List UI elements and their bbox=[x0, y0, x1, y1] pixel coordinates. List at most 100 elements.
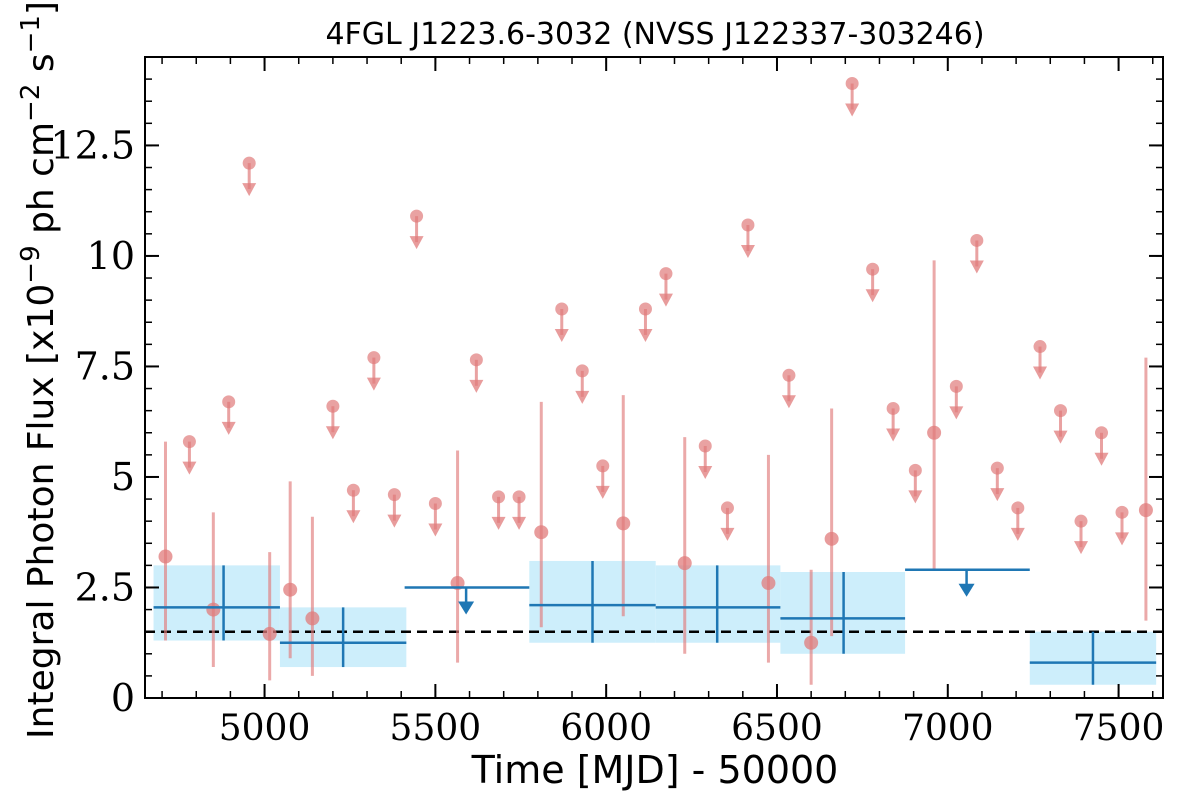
upper-limit-arrow bbox=[221, 421, 236, 435]
upper-limit-point bbox=[949, 379, 963, 393]
x-axis-label: Time [MJD] - 50000 bbox=[471, 748, 839, 792]
upper-limit-point bbox=[512, 490, 526, 504]
upper-limit-point bbox=[741, 218, 755, 232]
upper-limit-arrow bbox=[698, 466, 713, 480]
long-bin-error-band bbox=[153, 565, 280, 641]
upper-limit-arrow bbox=[575, 390, 590, 404]
detection-point bbox=[927, 425, 942, 440]
y-axis-label: Integral Photon Flux [x10−9 ph cm−2 s−1] bbox=[16, 1, 62, 739]
upper-limit-arrow bbox=[595, 485, 610, 499]
upper-limit-arrow bbox=[969, 260, 984, 274]
x-tick-label: 6500 bbox=[731, 708, 823, 749]
upper-limit-point bbox=[469, 353, 483, 367]
upper-limit-point bbox=[492, 490, 506, 504]
upper-limit-arrow bbox=[740, 244, 755, 258]
detection-point bbox=[158, 549, 173, 564]
upper-limit-point bbox=[782, 368, 796, 382]
upper-limit-arrow bbox=[512, 516, 527, 530]
y-axis-label-part: s bbox=[21, 53, 62, 83]
upper-limit-point bbox=[908, 463, 922, 477]
y-tick-label: 12.5 bbox=[50, 123, 135, 167]
upper-limit-point bbox=[638, 302, 652, 316]
upper-limit-point bbox=[659, 267, 673, 281]
detection-point bbox=[262, 626, 277, 641]
upper-limit-point bbox=[886, 401, 900, 415]
y-axis-label-part: ] bbox=[21, 1, 62, 15]
upper-limit-point bbox=[222, 395, 236, 409]
upper-limit-point bbox=[182, 435, 196, 449]
upper-limit-arrow bbox=[886, 428, 901, 442]
upper-limit-arrow bbox=[387, 514, 402, 528]
upper-limit-arrow bbox=[1074, 541, 1089, 555]
y-tick-label: 7.5 bbox=[75, 344, 135, 388]
upper-limit-arrow bbox=[1033, 366, 1048, 380]
plot-frame bbox=[144, 56, 1164, 699]
upper-limit-point bbox=[346, 483, 360, 497]
x-tick-label: 7500 bbox=[1073, 708, 1165, 749]
detection-point bbox=[305, 611, 320, 626]
x-tick-label: 5000 bbox=[219, 708, 311, 749]
y-axis-label-part: ph cm bbox=[21, 122, 62, 245]
detection-point bbox=[1138, 503, 1153, 518]
detection-point bbox=[824, 531, 839, 546]
upper-limit-arrow bbox=[366, 377, 381, 391]
upper-limit-point bbox=[1074, 514, 1088, 528]
detection-point bbox=[761, 576, 776, 591]
detection-point bbox=[206, 602, 221, 617]
upper-limit-arrow bbox=[908, 490, 923, 504]
upper-limit-arrow bbox=[949, 406, 964, 420]
upper-limit-arrow bbox=[409, 236, 424, 250]
upper-limit-arrow bbox=[638, 328, 653, 342]
detection-point bbox=[804, 635, 819, 650]
upper-limit-arrow bbox=[781, 395, 796, 409]
upper-limit-arrow bbox=[469, 379, 484, 393]
upper-limit-arrow bbox=[428, 523, 443, 537]
y-tick-label: 0 bbox=[111, 676, 135, 720]
y-axis-label-part: −1 bbox=[16, 15, 46, 53]
x-tick-label: 7000 bbox=[902, 708, 994, 749]
upper-limit-arrow bbox=[1115, 532, 1130, 546]
upper-limit-point bbox=[1115, 505, 1129, 519]
detection-point bbox=[616, 516, 631, 531]
upper-limit-point bbox=[428, 496, 442, 510]
upper-limit-point bbox=[970, 233, 984, 247]
upper-limit-arrow bbox=[845, 103, 860, 117]
upper-limit-arrow bbox=[658, 293, 673, 307]
upper-limit-arrow bbox=[325, 426, 340, 440]
upper-limit-point bbox=[866, 262, 880, 276]
y-tick-label: 10 bbox=[87, 234, 135, 278]
long-bin-limit-arrow bbox=[458, 601, 475, 615]
y-tick-label: 5 bbox=[111, 455, 135, 499]
x-tick-label: 6000 bbox=[560, 708, 652, 749]
detection-point bbox=[534, 525, 549, 540]
y-axis-label-part: Integral Photon Flux [x10 bbox=[21, 284, 62, 739]
upper-limit-point bbox=[1095, 426, 1109, 440]
x-tick-label: 5500 bbox=[390, 708, 482, 749]
upper-limit-point bbox=[596, 459, 610, 473]
upper-limit-arrow bbox=[491, 516, 506, 530]
upper-limit-point bbox=[326, 399, 340, 413]
upper-limit-point bbox=[242, 156, 256, 170]
upper-limit-arrow bbox=[1094, 452, 1109, 466]
upper-limit-arrow bbox=[554, 328, 569, 342]
chart-title: 4FGL J1223.6-3032 (NVSS J122337-303246) bbox=[325, 17, 984, 52]
upper-limit-point bbox=[698, 439, 712, 453]
y-axis-label-part: −9 bbox=[16, 245, 46, 283]
upper-limit-arrow bbox=[1053, 430, 1068, 444]
upper-limit-arrow bbox=[990, 488, 1005, 502]
upper-limit-point bbox=[555, 302, 569, 316]
upper-limit-point bbox=[990, 461, 1004, 475]
upper-limit-point bbox=[1011, 501, 1025, 515]
y-tick-label: 2.5 bbox=[75, 565, 135, 609]
upper-limit-arrow bbox=[1010, 527, 1025, 541]
upper-limit-arrow bbox=[242, 183, 257, 197]
plot-area: 5000 5500 6000 6500 7000 7500 0 2.5 5 7.5 10 12.5 bbox=[50, 56, 1165, 749]
upper-limit-point bbox=[845, 77, 859, 91]
upper-limit-point bbox=[575, 364, 589, 378]
long-bin-limit-arrow bbox=[958, 583, 975, 597]
upper-limit-point bbox=[1033, 340, 1047, 354]
detection-point bbox=[283, 582, 298, 597]
upper-limit-point bbox=[367, 351, 381, 365]
